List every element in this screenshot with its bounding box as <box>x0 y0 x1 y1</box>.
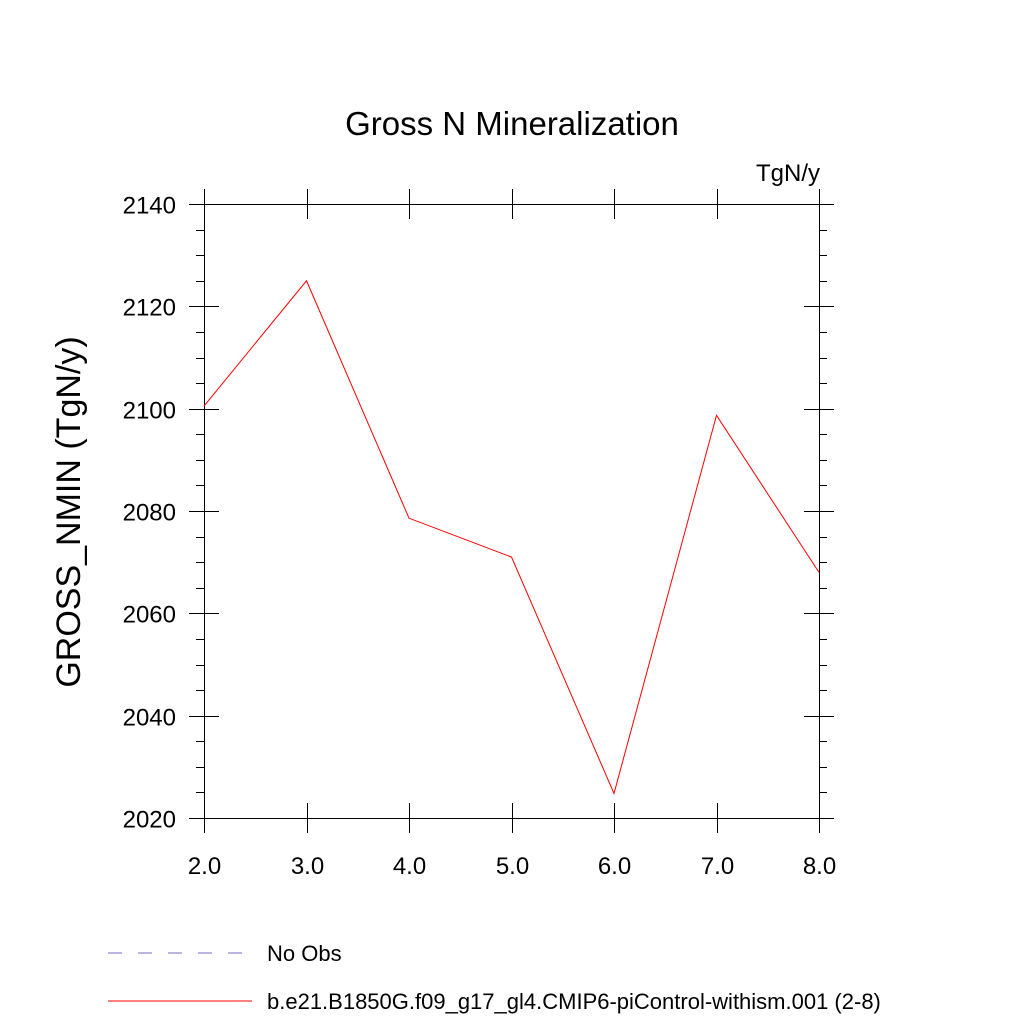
legend-label-no-obs: No Obs <box>267 941 342 966</box>
y-tick-label: 2120 <box>123 295 176 322</box>
x-tick-label: 2.0 <box>188 853 221 880</box>
series-line-0 <box>203 279 820 795</box>
y-tick-label: 2140 <box>123 193 176 220</box>
chart-title: Gross N Mineralization <box>345 105 679 142</box>
y-tick-label: 2080 <box>123 500 176 527</box>
plot-frame <box>204 204 820 819</box>
x-tick-label: 6.0 <box>598 853 631 880</box>
y-tick-label: 2040 <box>123 705 176 732</box>
x-tick-label: 7.0 <box>701 853 734 880</box>
legend: No Obs b.e21.B1850G.f09_g17_gl4.CMIP6-pi… <box>108 941 881 1014</box>
legend-label-model-run: b.e21.B1850G.f09_g17_gl4.CMIP6-piControl… <box>267 989 881 1014</box>
y-tick-label: 2100 <box>123 398 176 425</box>
x-tick-label: 5.0 <box>496 853 529 880</box>
x-tick-label: 4.0 <box>393 853 426 880</box>
x-tick-label: 8.0 <box>803 853 836 880</box>
x-tick-label: 3.0 <box>291 853 324 880</box>
axis-ticks: 2020 2040 2060 2080 2100 2120 2140 2.0 3.0 4.0 5.0… <box>123 189 836 880</box>
y-tick-label: 2020 <box>123 807 176 834</box>
units-label: TgN/y <box>756 160 820 187</box>
y-axis-label: GROSS_NMIN (TgN/y) <box>50 336 88 687</box>
series-layer <box>203 279 820 795</box>
y-tick-label: 2060 <box>123 602 176 629</box>
